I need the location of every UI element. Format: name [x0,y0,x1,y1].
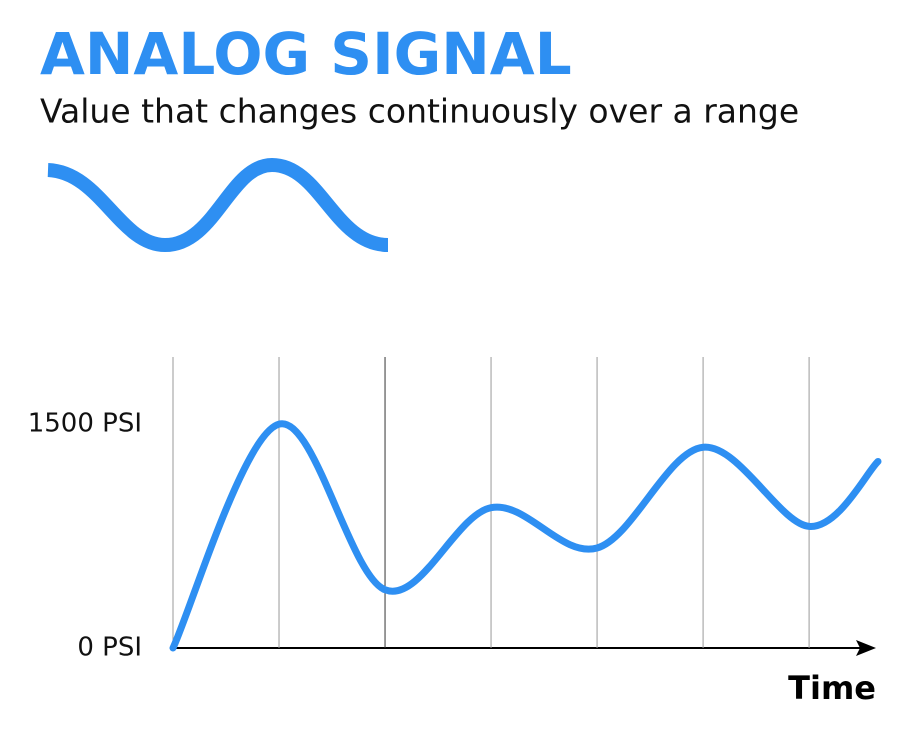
chart-subtitle: Value that changes continuously over a r… [40,92,799,131]
y-tick-label: 1500 PSI [28,409,142,439]
sine-wave-icon [47,157,389,253]
x-axis-label: Time [788,669,876,707]
chart-title: ANALOG SIGNAL [40,20,572,88]
axis-arrow [856,640,876,656]
y-tick-label: 0 PSI [77,633,142,663]
signal-line [169,420,882,652]
